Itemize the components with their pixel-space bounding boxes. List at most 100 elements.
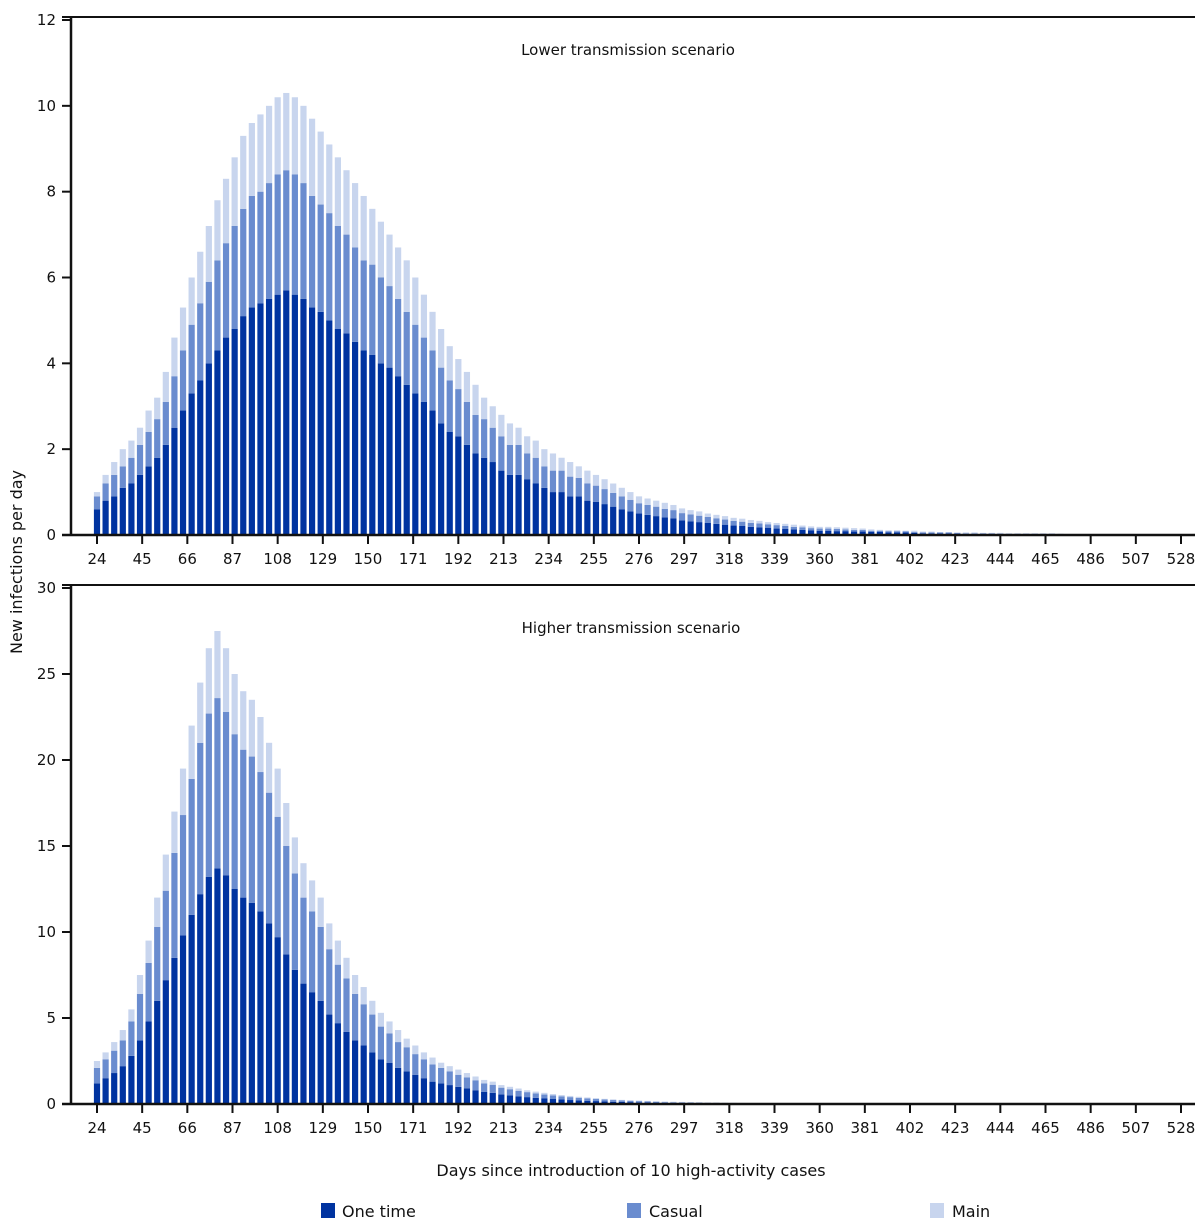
bar-casual-day-172 xyxy=(412,324,419,394)
bar-one-time-day-100 xyxy=(257,911,264,1104)
bar-casual-day-228 xyxy=(532,457,539,484)
bar-one-time-day-328 xyxy=(747,526,754,535)
bar-main-day-64 xyxy=(179,307,187,351)
bar-one-time-day-168 xyxy=(403,1071,410,1104)
bar-one-time-day-60 xyxy=(171,427,178,535)
y-tick-label: 0 xyxy=(46,1095,56,1113)
bar-main-day-212 xyxy=(498,1085,505,1088)
bar-one-time-day-240 xyxy=(558,1099,565,1104)
bar-casual-day-40 xyxy=(128,457,135,484)
bar-main-day-392 xyxy=(885,530,892,532)
bar-casual-day-352 xyxy=(799,527,806,530)
bar-one-time-day-136 xyxy=(334,1023,341,1104)
bar-one-time-day-296 xyxy=(678,520,686,535)
bar-main-day-208 xyxy=(489,1081,496,1085)
bar-one-time-day-108 xyxy=(274,937,281,1104)
bar-main-day-308 xyxy=(704,513,711,517)
bar-casual-day-44 xyxy=(136,993,144,1041)
bar-casual-day-104 xyxy=(265,792,273,924)
bar-main-day-40 xyxy=(128,440,135,458)
bar-main-day-232 xyxy=(541,449,548,467)
bar-main-day-124 xyxy=(308,118,316,196)
bar-casual-day-100 xyxy=(257,772,264,912)
x-tick-label: 24 xyxy=(87,550,106,568)
bar-casual-day-84 xyxy=(222,711,230,876)
bar-main-day-244 xyxy=(567,1095,574,1098)
bar-casual-day-252 xyxy=(584,483,591,501)
bar-casual-day-244 xyxy=(567,476,574,497)
bar-one-time-day-56 xyxy=(162,444,169,535)
x-tick-label: 213 xyxy=(489,550,518,568)
x-tick-label: 255 xyxy=(580,1119,609,1137)
bar-one-time-day-276 xyxy=(635,513,643,535)
bar-main-day-376 xyxy=(850,528,858,530)
bar-main-day-236 xyxy=(549,453,557,471)
bar-main-day-84 xyxy=(222,178,230,244)
legend: One time Casual Main xyxy=(321,1202,990,1221)
bar-casual-day-152 xyxy=(369,264,376,355)
bar-casual-day-156 xyxy=(377,277,385,364)
bar-main-day-192 xyxy=(455,359,462,390)
bar-casual-day-380 xyxy=(859,529,866,532)
x-tick-label: 507 xyxy=(1122,1119,1151,1137)
bar-one-time-day-212 xyxy=(498,1094,505,1104)
x-tick-label: 486 xyxy=(1076,550,1105,568)
bar-main-day-136 xyxy=(334,940,341,965)
bar-casual-day-220 xyxy=(515,1090,522,1097)
bar-casual-day-140 xyxy=(343,234,350,334)
bar-casual-day-72 xyxy=(197,303,204,381)
x-tick-label: 444 xyxy=(986,550,1015,568)
bar-casual-day-184 xyxy=(438,367,445,424)
bar-casual-day-260 xyxy=(601,1099,608,1102)
bar-main-day-240 xyxy=(558,457,565,471)
bar-one-time-day-80 xyxy=(214,350,221,535)
x-tick-label: 297 xyxy=(670,1119,699,1137)
bar-main-day-332 xyxy=(756,520,763,524)
x-tick-label: 318 xyxy=(715,1119,744,1137)
bar-casual-day-256 xyxy=(592,485,600,502)
bar-one-time-day-332 xyxy=(756,527,763,535)
bar-main-day-68 xyxy=(188,725,195,779)
bar-casual-day-84 xyxy=(222,243,230,338)
higher-transmission-panel: 0 5 10 15 20 25 30 24 45 66 87 108 129 150 171 192 213 23… xyxy=(37,579,1195,1137)
bar-main-day-220 xyxy=(515,427,522,445)
bar-one-time-day-36 xyxy=(119,487,126,535)
bar-casual-day-112 xyxy=(283,846,290,955)
bar-one-time-day-156 xyxy=(377,363,385,535)
bar-main-day-36 xyxy=(119,449,126,467)
bar-main-day-264 xyxy=(610,483,617,493)
bar-main-day-124 xyxy=(308,880,316,912)
bar-one-time-day-204 xyxy=(481,457,488,535)
bar-one-time-day-40 xyxy=(128,1055,135,1104)
bar-casual-day-264 xyxy=(610,1100,617,1102)
bar-casual-day-288 xyxy=(661,1101,668,1103)
bar-one-time-day-172 xyxy=(412,393,419,535)
bar-one-time-day-360 xyxy=(816,530,823,535)
bar-casual-day-148 xyxy=(360,260,367,351)
bar-one-time-day-100 xyxy=(257,303,264,535)
bar-main-day-172 xyxy=(412,1045,419,1055)
bar-casual-day-340 xyxy=(773,525,780,529)
bar-casual-day-304 xyxy=(696,515,703,523)
bar-main-day-244 xyxy=(567,462,574,477)
bar-casual-day-232 xyxy=(541,1094,548,1099)
bar-main-day-356 xyxy=(807,526,815,529)
bar-main-day-96 xyxy=(248,699,255,757)
bar-casual-day-280 xyxy=(644,504,651,515)
bar-one-time-day-128 xyxy=(317,1000,324,1104)
bar-main-day-128 xyxy=(317,131,324,205)
bar-main-day-272 xyxy=(627,492,634,500)
bar-casual-day-112 xyxy=(283,170,290,291)
bar-one-time-day-200 xyxy=(472,1090,479,1104)
bar-one-time-day-40 xyxy=(128,483,135,535)
bar-main-day-88 xyxy=(231,674,238,735)
bar-casual-day-76 xyxy=(205,713,212,877)
bar-casual-day-72 xyxy=(197,742,204,895)
bar-one-time-day-280 xyxy=(644,514,651,535)
bar-main-day-40 xyxy=(128,1009,135,1022)
bar-casual-day-164 xyxy=(395,298,402,377)
bar-main-day-128 xyxy=(317,897,324,927)
bar-main-day-256 xyxy=(592,1098,600,1100)
bar-casual-day-168 xyxy=(403,311,410,385)
